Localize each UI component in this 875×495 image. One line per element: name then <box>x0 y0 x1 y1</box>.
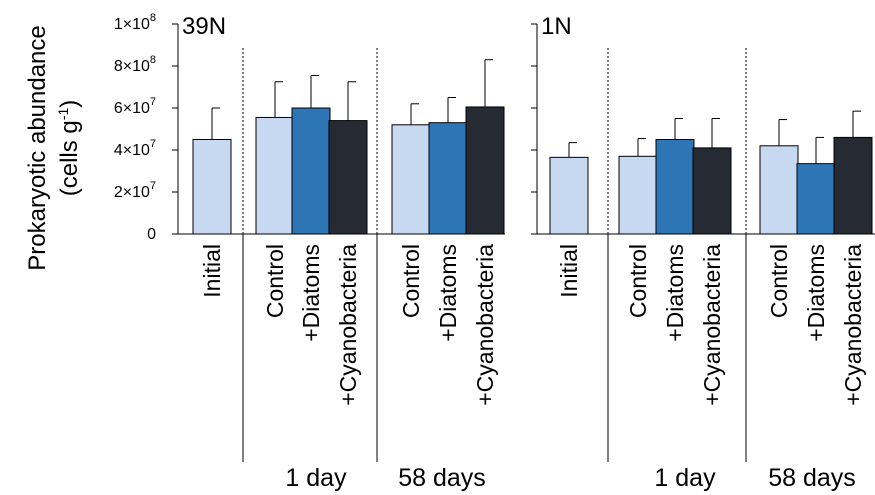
y-tick-label: 6×107 <box>114 96 156 117</box>
y-axis-label-line1: Prokaryotic abundance <box>24 25 51 270</box>
x-tick-label: +Diatoms <box>803 244 829 342</box>
bar <box>549 156 589 235</box>
x-tick-label: Control <box>262 244 288 318</box>
bar <box>192 139 232 235</box>
x-tick-label: +Diatoms <box>662 244 688 342</box>
y-axis-label-line2: (cells g-1) <box>55 100 83 196</box>
y-tick-label: 1×108 <box>114 12 156 33</box>
x-tick-label: +Diatoms <box>435 244 461 342</box>
group-label: 58 days <box>398 464 486 492</box>
panel-title: 39N <box>182 13 226 40</box>
bar <box>655 139 695 235</box>
x-tick-label: +Cyanobacteria <box>699 244 725 406</box>
bar <box>465 106 505 235</box>
plot-area: 0 2×107 4×107 6×107 8×108 1×108 39N Initial Cont… <box>114 12 875 492</box>
group-label: 1 day <box>285 464 347 492</box>
bar <box>692 147 732 235</box>
x-tick-label: Initial <box>199 244 225 298</box>
group-label: 1 day <box>654 464 716 492</box>
x-tick-label: +Diatoms <box>298 244 324 342</box>
y-tick-label: 8×108 <box>114 54 156 75</box>
x-tick-label: Control <box>625 244 651 318</box>
y-tick-label: 4×107 <box>114 138 156 159</box>
bar <box>796 163 836 235</box>
bar <box>618 155 658 235</box>
x-tick-label: Control <box>398 244 424 318</box>
x-tick-label: +Cyanobacteria <box>335 244 361 406</box>
bar <box>759 145 799 235</box>
bar <box>833 136 873 235</box>
x-tick-label: +Cyanobacteria <box>840 244 866 406</box>
y-tick-label: 0 <box>147 226 156 243</box>
x-tick-label: Control <box>766 244 792 318</box>
bar <box>291 107 331 235</box>
group-label: 58 days <box>768 464 856 492</box>
x-tick-label: Initial <box>556 244 582 298</box>
bar <box>328 120 368 235</box>
bar <box>255 116 295 235</box>
panel-title: 1N <box>541 13 572 40</box>
bar <box>391 124 431 235</box>
x-tick-label: +Cyanobacteria <box>472 244 498 406</box>
y-tick-label: 2×107 <box>114 180 156 201</box>
bar <box>428 122 468 235</box>
